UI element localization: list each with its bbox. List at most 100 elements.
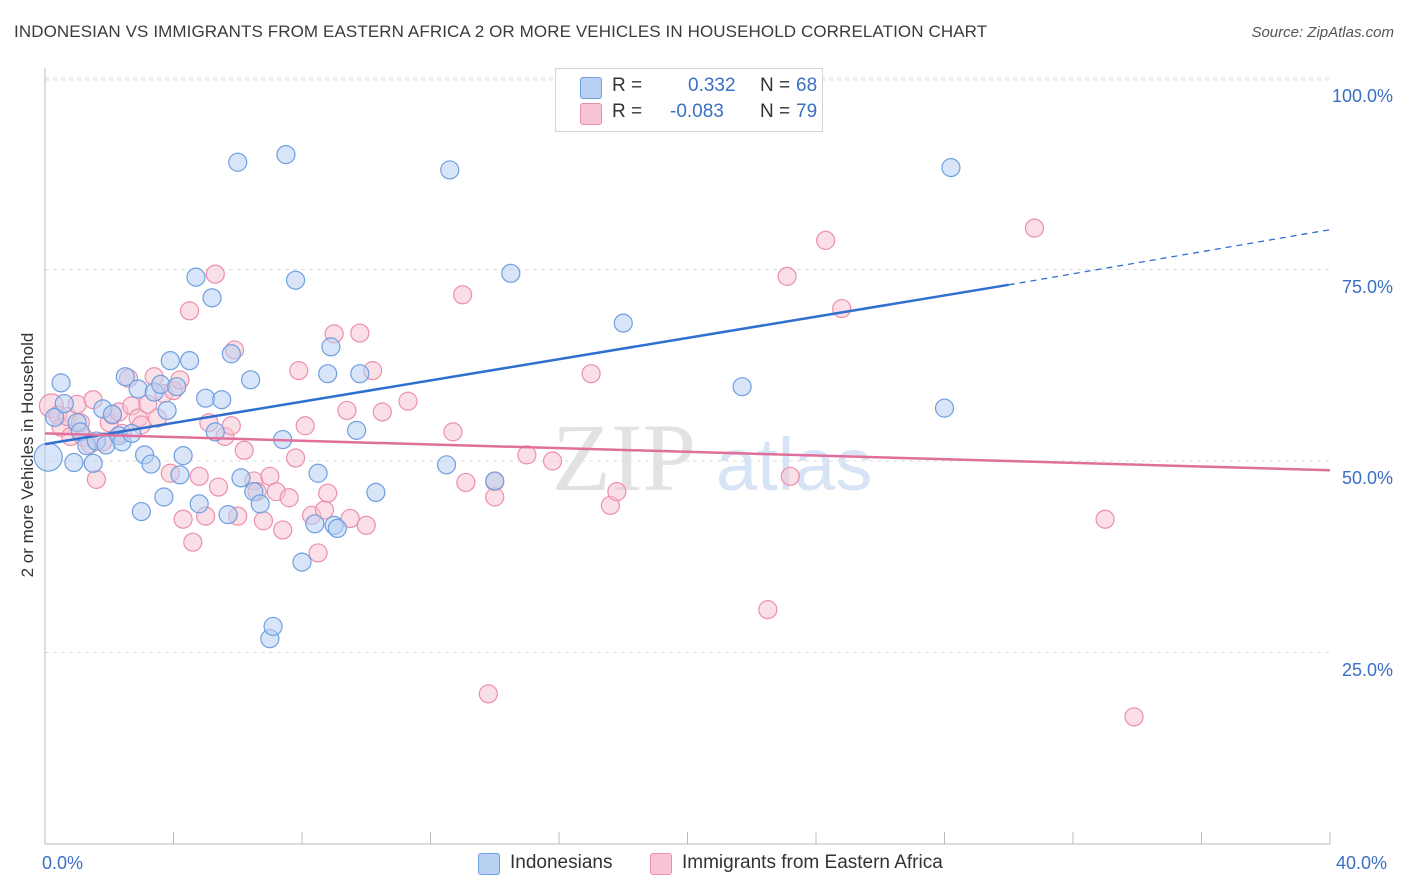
point-indonesians — [485, 471, 505, 491]
bottom-legend-label: Indonesians — [510, 852, 613, 873]
y-tick-50: 50.0% — [1341, 468, 1393, 488]
point-immigrants-eastern-africa — [295, 416, 315, 436]
point-immigrants-eastern-africa — [189, 466, 209, 486]
point-indonesians — [292, 552, 312, 572]
point-indonesians — [350, 364, 370, 384]
point-immigrants-eastern-africa — [478, 684, 498, 704]
point-immigrants-eastern-africa — [758, 600, 778, 620]
y-tick-100: 100.0% — [1331, 86, 1393, 106]
point-indonesians — [285, 270, 306, 290]
point-indonesians — [196, 388, 216, 408]
legend-swatch-blue — [580, 77, 602, 99]
point-indonesians — [102, 404, 123, 424]
point-immigrants-eastern-africa — [456, 472, 476, 493]
watermark: ZIP atlas — [552, 404, 872, 511]
point-indonesians — [440, 160, 460, 180]
y-tick-25: 25.0% — [1341, 660, 1393, 680]
point-indonesians — [157, 400, 177, 421]
point-indonesians — [212, 390, 232, 410]
point-immigrants-eastern-africa — [183, 532, 203, 552]
point-indonesians — [54, 393, 74, 414]
point-immigrants-eastern-africa — [285, 448, 306, 468]
point-immigrants-eastern-africa — [356, 515, 376, 535]
point-immigrants-eastern-africa — [308, 543, 328, 563]
point-indonesians — [64, 452, 84, 473]
point-immigrants-eastern-africa — [279, 488, 299, 508]
point-indonesians — [186, 267, 206, 287]
point-indonesians — [179, 351, 200, 371]
x-tick-min: 0.0% — [42, 853, 84, 873]
point-immigrants-eastern-africa — [485, 487, 505, 507]
point-indonesians — [51, 373, 71, 393]
point-immigrants-eastern-africa — [179, 301, 200, 321]
point-immigrants-eastern-africa — [173, 509, 193, 529]
legend-r-label: R = — [612, 75, 643, 96]
point-indonesians — [613, 313, 633, 333]
point-immigrants-eastern-africa — [273, 520, 293, 540]
point-immigrants-eastern-africa — [398, 391, 418, 411]
point-immigrants-eastern-africa — [832, 298, 852, 319]
bottom-legend-label: Immigrants from Eastern Africa — [682, 852, 943, 873]
chart-title: INDONESIAN VS IMMIGRANTS FROM EASTERN AF… — [14, 22, 988, 41]
point-immigrants-eastern-africa — [607, 482, 627, 502]
point-immigrants-eastern-africa — [816, 230, 836, 250]
point-immigrants-eastern-africa — [337, 400, 357, 421]
point-indonesians — [934, 398, 955, 418]
point-indonesians — [160, 351, 180, 371]
point-indonesians — [231, 468, 251, 488]
legend-n-value: 68 — [796, 75, 818, 96]
point-immigrants-eastern-africa — [453, 285, 473, 305]
point-indonesians — [167, 377, 187, 397]
trend-lines — [44, 229, 1331, 472]
point-indonesians — [228, 152, 248, 172]
point-indonesians — [115, 367, 135, 387]
point-indonesians — [318, 364, 338, 384]
point-indonesians — [170, 465, 190, 485]
point-indonesians — [131, 501, 151, 522]
point-immigrants-eastern-africa — [253, 511, 274, 531]
point-indonesians — [241, 370, 261, 390]
bottom-legend-swatch-pink — [650, 853, 672, 875]
point-immigrants-eastern-africa — [542, 451, 563, 471]
legend-n-label: N = — [760, 75, 791, 96]
point-immigrants-eastern-africa — [350, 323, 370, 343]
legend-r-label: R = — [612, 101, 643, 122]
point-immigrants-eastern-africa — [372, 402, 392, 422]
legend-r-value: -0.083 — [670, 101, 724, 122]
point-immigrants-eastern-africa — [289, 361, 309, 381]
legend-swatch-pink — [580, 103, 602, 125]
point-indonesians — [122, 423, 142, 444]
point-immigrants-eastern-africa — [777, 266, 797, 286]
point-indonesians — [308, 463, 328, 483]
point-immigrants-eastern-africa — [221, 416, 241, 436]
point-indonesians — [436, 455, 457, 475]
point-indonesians — [305, 514, 325, 534]
point-indonesians — [732, 377, 752, 397]
trend-line-immigrants — [44, 432, 1331, 472]
point-indonesians — [202, 288, 222, 308]
watermark-atlas: atlas — [716, 423, 872, 506]
legend-n-value: 79 — [796, 101, 818, 122]
point-immigrants-eastern-africa — [581, 364, 601, 384]
point-immigrants-eastern-africa — [1024, 218, 1045, 238]
point-immigrants-eastern-africa — [318, 483, 338, 503]
point-indonesians — [151, 374, 171, 394]
y-tick-75: 75.0% — [1341, 277, 1393, 297]
point-indonesians — [141, 454, 161, 474]
point-indonesians — [83, 453, 103, 473]
point-immigrants-eastern-africa — [205, 264, 225, 284]
point-indonesians — [366, 482, 386, 503]
point-indonesians — [128, 379, 148, 399]
point-immigrants-eastern-africa — [780, 466, 800, 486]
point-indonesians — [501, 263, 521, 283]
correlation-legend: R = 0.332 N = 68 R = -0.083 N = 79 — [555, 68, 823, 132]
point-indonesians — [321, 337, 341, 357]
point-immigrants-eastern-africa — [208, 477, 229, 497]
point-indonesians — [205, 422, 225, 442]
point-indonesians — [347, 420, 367, 440]
point-indonesians — [45, 407, 65, 427]
chart-source: Source: ZipAtlas.com — [1251, 24, 1394, 41]
trend-line-extension-indonesians — [1008, 229, 1331, 286]
point-indonesians — [33, 442, 63, 472]
